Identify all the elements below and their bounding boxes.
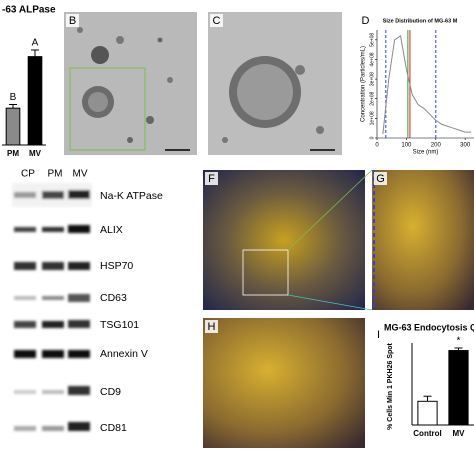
panel-label: G: [376, 173, 385, 185]
annotation: B: [10, 92, 17, 103]
x-tick-label: 0: [375, 143, 379, 149]
em-image-c: [208, 12, 342, 155]
panel-label: B: [69, 15, 76, 27]
bar: [5, 107, 21, 146]
x-axis-label: Size (nm): [413, 150, 439, 156]
protein-label: Annexin V: [100, 348, 148, 360]
protein-label: Na-K ATPase: [100, 190, 163, 202]
y-tick-label: 2e+08: [369, 91, 375, 105]
protein-label: CD9: [100, 386, 121, 398]
panel-label: D: [362, 15, 370, 27]
fluorescence-images: [203, 169, 474, 448]
panel-label-bg: [205, 320, 218, 333]
protein-label: CD63: [100, 292, 127, 304]
protein-label: CD81: [100, 422, 127, 434]
annotation: A: [32, 38, 39, 49]
annotation: *: [457, 336, 461, 347]
y-tick-label: 5e+08: [369, 33, 375, 47]
x-tick-label: 100: [401, 143, 412, 149]
bar: [448, 350, 469, 426]
panel-label-bg: [205, 172, 218, 185]
y-axis-label: % Cells Min 1 PKH26 Spot: [387, 342, 394, 429]
x-tick-label: MV: [29, 149, 42, 158]
protein-label: HSP70: [100, 260, 133, 272]
panel-label: F: [208, 173, 215, 185]
lane-label: PM: [48, 169, 63, 180]
y-axis-label: Concentration (Particles/mL): [361, 46, 367, 122]
x-tick-label: Control: [413, 429, 441, 438]
chart-title: Size Distribution of MG-63 M: [383, 18, 458, 24]
lane-label: CP: [21, 169, 35, 180]
bar: [417, 400, 438, 426]
panel-label-bg: [66, 14, 79, 27]
y-tick-label: 1e+08: [369, 111, 375, 125]
y-tick-label: 0: [369, 136, 375, 139]
panel-label-bg: [374, 172, 387, 185]
lane-label: MV: [73, 169, 88, 180]
x-tick-label: 200: [431, 143, 442, 149]
bar: [27, 56, 43, 146]
panel-label-bg: [210, 14, 223, 27]
panel-label: H: [208, 321, 216, 333]
panel-label: C: [213, 15, 221, 27]
y-tick-label: 4e+08: [369, 52, 375, 66]
protein-label: TSG101: [100, 319, 139, 331]
chart-title: MG-63 Endocytosis Qu: [384, 322, 474, 332]
panel-label: I: [377, 329, 380, 341]
protein-label: ALIX: [100, 224, 123, 236]
western-blot: [12, 183, 92, 431]
chart-title: -63 ALPase: [2, 5, 56, 16]
x-tick-label: MV: [453, 429, 466, 438]
em-image-b: [64, 12, 197, 155]
x-tick-label: 300: [460, 143, 471, 149]
x-tick-label: PM: [7, 149, 19, 158]
plot-panel-d: [357, 12, 474, 155]
y-tick-label: 3e+08: [369, 72, 375, 86]
size-curve: [382, 35, 472, 135]
